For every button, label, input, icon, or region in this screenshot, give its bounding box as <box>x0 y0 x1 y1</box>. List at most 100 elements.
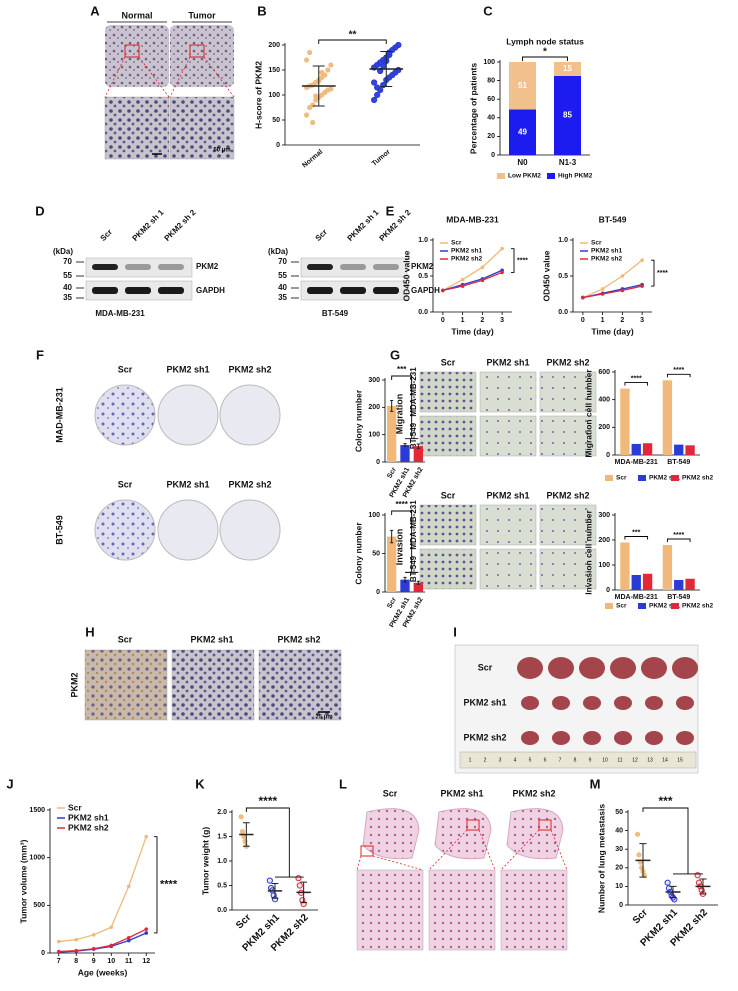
panel-label: F <box>36 347 44 362</box>
y-axis-label: Invasion cell number <box>583 510 593 595</box>
column-header: Scr <box>118 479 133 489</box>
dot <box>307 49 313 56</box>
column-header: PKM2 sh2 <box>512 788 555 798</box>
zoom-line <box>356 855 362 871</box>
y-tick-label: 30 <box>615 846 623 853</box>
x-axis-label: Time (day) <box>451 326 494 336</box>
y-tick-label: 100 <box>483 59 495 66</box>
image <box>500 869 568 951</box>
plate <box>219 384 281 446</box>
protein-label: PKM2 <box>411 262 434 271</box>
error-bar <box>271 883 279 899</box>
legend-label: Scr <box>68 802 82 812</box>
bar <box>631 575 641 590</box>
y-axis-label: OD450 value <box>541 250 551 301</box>
tissue-core <box>170 25 234 87</box>
sig-bracket <box>154 836 158 934</box>
bar <box>400 579 410 592</box>
image <box>419 548 477 590</box>
bar <box>620 542 630 590</box>
legend-label: PKM2 sh1 <box>649 603 680 610</box>
x-tick-label: BT-549 <box>667 594 690 601</box>
x-tick-label: MDA-MB-231 <box>615 459 658 466</box>
error-bar <box>300 881 308 904</box>
image <box>539 371 597 413</box>
y-tick-label: 100 <box>598 562 610 569</box>
plate <box>94 384 156 446</box>
legend-label: Scr <box>591 240 602 247</box>
zoom-line <box>500 829 540 871</box>
cell-line-label: BT-549 <box>322 309 349 318</box>
x-tick-label: 12 <box>142 958 150 965</box>
error-bar <box>416 580 420 585</box>
image <box>419 371 477 413</box>
lane-label: PKM2 sh 1 <box>131 208 166 243</box>
image <box>419 415 477 457</box>
tumor <box>583 731 601 745</box>
series-line <box>58 836 147 943</box>
lane-label: PKM2 sh 2 <box>378 208 413 243</box>
y-tick-label: 0 <box>276 142 280 149</box>
band <box>125 264 151 270</box>
panel-label: D <box>35 203 44 218</box>
zoom-box <box>124 44 140 58</box>
sig-label: **** <box>160 879 178 891</box>
column-header: PKM2 sh2 <box>228 364 271 374</box>
zoom-line <box>203 56 235 98</box>
sig-label: **** <box>657 270 668 277</box>
legend-label: Low PKM2 <box>508 173 541 180</box>
point <box>109 925 114 930</box>
legend-swatch <box>671 475 679 481</box>
y-tick-label: 100 <box>368 432 380 439</box>
dot <box>319 69 325 76</box>
dot <box>374 91 381 99</box>
ruler-label: 2 <box>484 757 487 763</box>
legend-label: Scr <box>616 475 627 482</box>
bar <box>674 444 684 455</box>
ruler-label: 10 <box>602 757 608 763</box>
marker-label: 40 <box>63 283 72 292</box>
chart-title: BT-549 <box>599 214 627 224</box>
point <box>74 937 79 942</box>
band <box>340 264 366 270</box>
dot <box>395 41 402 49</box>
y-tick-label: 50 <box>272 117 280 124</box>
image <box>539 504 597 546</box>
bar-segment <box>554 75 581 155</box>
point <box>126 884 131 889</box>
tumor <box>610 657 636 679</box>
cell-line-label: MDA-MB-231 <box>95 309 145 318</box>
x-tick-label: 1 <box>461 317 465 324</box>
legend-label: PKM2 sh1 <box>649 475 680 482</box>
row-label: PKM2 <box>69 672 79 697</box>
bar <box>662 545 673 590</box>
bar-segment <box>509 62 536 110</box>
band <box>373 287 399 294</box>
y-axis-label: Percentage of patients <box>468 63 478 154</box>
y-axis-label: Tumor weight (g) <box>200 827 210 895</box>
ruler-label: 15 <box>677 757 683 763</box>
image <box>169 96 235 160</box>
sig-label: *** <box>397 365 407 374</box>
y-tick-label: 0 <box>376 589 380 596</box>
x-axis-label: Age (weeks) <box>78 967 128 977</box>
y-tick-label: 50 <box>615 809 623 816</box>
image <box>356 869 424 951</box>
dot <box>310 119 316 126</box>
scale-label: 25 μm <box>315 715 332 721</box>
row-label: PKM2 sh1 <box>463 697 506 707</box>
x-tick-label: 8 <box>74 958 78 965</box>
y-tick-label: 200 <box>268 42 280 49</box>
plate <box>94 499 156 561</box>
y-tick-label: 300 <box>598 512 610 519</box>
bar <box>642 443 653 455</box>
y-axis-label: OD450 value <box>401 250 411 301</box>
column-header: PKM2 sh1 <box>486 357 529 367</box>
panel-label: G <box>390 347 400 362</box>
y-tick-label: 0.5 <box>217 882 227 889</box>
protein-label: GAPDH <box>411 286 440 295</box>
point <box>500 246 504 251</box>
sig-label: ** <box>349 30 357 41</box>
column-header: PKM2 sh2 <box>228 479 271 489</box>
point <box>620 274 625 278</box>
